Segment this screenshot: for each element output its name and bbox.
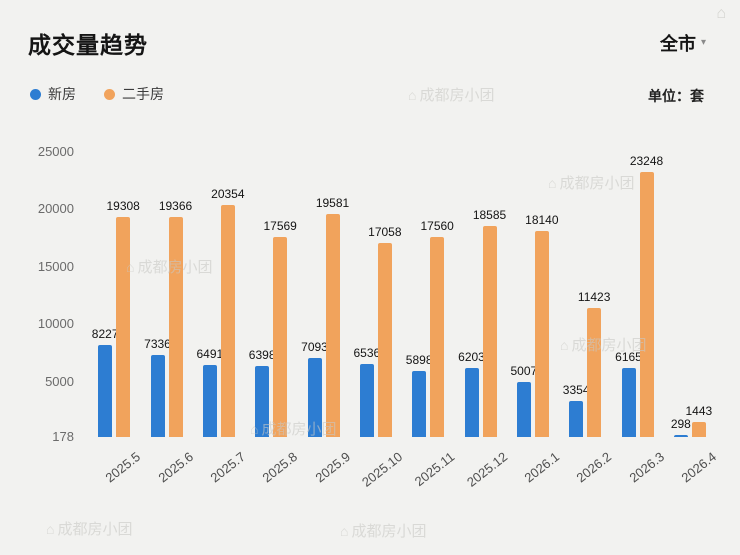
watermark-logo-icon: ⌂ <box>716 5 726 22</box>
new-home-bar[interactable] <box>98 344 113 437</box>
bar-value-label: 11423 <box>577 289 611 304</box>
bar-value-label: 17560 <box>420 219 454 234</box>
bar-value-label: 6398 <box>248 347 276 362</box>
y-axis-tick-label: 178 <box>52 429 74 444</box>
y-axis: 178 5000 10000 15000 20000 25000 <box>0 144 78 444</box>
new-home-bar[interactable] <box>673 435 688 437</box>
x-axis-category-label: 2025.9 <box>312 449 353 486</box>
x-axis-category-label: 2025.11 <box>411 449 458 490</box>
bar-value-label: 6491 <box>196 346 224 361</box>
page-title: 成交量趋势 <box>28 32 148 58</box>
legend-label: 二手房 <box>122 86 164 102</box>
new-home-bar[interactable] <box>202 364 217 437</box>
y-axis-tick-label: 10000 <box>37 316 74 332</box>
bar-value-label: 298 <box>670 417 691 431</box>
bar-value-label: 7093 <box>301 339 328 354</box>
resale-home-bar[interactable] <box>587 307 602 437</box>
bar-value-label: 6536 <box>353 346 381 360</box>
bar-value-label: 18585 <box>472 207 507 222</box>
resale-home-bar[interactable] <box>220 205 235 437</box>
x-axis-category-label: 2025.12 <box>463 449 510 490</box>
legend-dot <box>30 88 41 100</box>
new-home-bar[interactable] <box>255 365 270 437</box>
bar-value-label: 19366 <box>158 198 193 213</box>
watermark-logo-icon: ⌂ <box>340 522 349 539</box>
new-home-bar[interactable] <box>464 367 479 437</box>
legend-dot <box>104 88 115 100</box>
new-home-bar[interactable] <box>412 371 427 437</box>
legend-label: 新房 <box>48 86 76 102</box>
resale-home-bar[interactable] <box>430 237 445 437</box>
bar-value-label: 17058 <box>368 225 402 240</box>
bar-value-label: 20354 <box>211 187 245 202</box>
x-axis-category-label: 2025.6 <box>155 449 196 486</box>
plot-area: 8227 19308 7336 19366 6491 20354 6398 17569 7093… <box>88 152 716 437</box>
x-axis-category-label: 2025.10 <box>358 449 406 490</box>
bar-value-label: 19581 <box>315 196 350 211</box>
resale-home-bar[interactable] <box>116 217 131 437</box>
region-selector-label: 全市 <box>659 34 696 54</box>
unit-label: 单位：套 <box>648 88 704 104</box>
new-home-bar[interactable] <box>150 354 165 437</box>
bar-value-label: 6203 <box>458 349 485 364</box>
bar-value-label: 7336 <box>144 336 171 351</box>
x-axis-category-label: 2025.7 <box>207 449 249 486</box>
bar-value-label: 8227 <box>91 326 119 341</box>
bar-value-label: 5007 <box>510 363 538 378</box>
y-axis-tick-label: 5000 <box>45 373 74 389</box>
x-axis-category-label: 2025.5 <box>102 449 144 486</box>
region-selector[interactable]: 全市 ▾ <box>660 30 706 56</box>
resale-home-bar[interactable] <box>534 230 549 437</box>
bar-chart: 178 5000 10000 15000 20000 25000 8227 19308 733… <box>0 138 740 518</box>
chevron-down-icon: ▾ <box>700 37 706 48</box>
bar-value-label: 23248 <box>629 154 664 169</box>
bar-value-label: 6165 <box>615 350 642 365</box>
resale-home-bar[interactable] <box>482 225 497 437</box>
watermark-logo-icon: ⌂ <box>408 86 417 103</box>
new-home-bar[interactable] <box>516 381 531 437</box>
x-axis-category-label: 2026.3 <box>626 449 667 486</box>
bar-value-label: 19308 <box>106 199 140 214</box>
new-home-bar[interactable] <box>359 364 374 437</box>
resale-home-bar[interactable] <box>377 243 392 437</box>
y-axis-tick-label: 15000 <box>37 258 74 274</box>
watermark: ⌂ 成都房小团 <box>408 86 495 105</box>
legend-item-new-homes[interactable]: 新房 <box>30 84 76 104</box>
bar-value-label: 3354 <box>562 382 590 397</box>
x-axis-category-label: 2026.1 <box>521 449 563 486</box>
legend-item-resale-homes[interactable]: 二手房 <box>104 84 164 104</box>
new-home-bar[interactable] <box>621 368 636 437</box>
x-axis-category-label: 2026.2 <box>573 449 615 486</box>
resale-home-bar[interactable] <box>325 214 340 437</box>
resale-home-bar[interactable] <box>168 216 183 437</box>
resale-home-bar[interactable] <box>273 237 288 437</box>
bar-value-label: 1443 <box>685 404 713 419</box>
watermark-logo-icon: ⌂ <box>46 520 55 537</box>
watermark: ⌂ 成都房小团 <box>46 520 133 539</box>
x-axis-category-label: 2026.4 <box>678 449 720 486</box>
bar-value-label: 5898 <box>405 353 433 368</box>
bar-value-label: 17569 <box>263 219 297 234</box>
y-axis-tick-label: 20000 <box>37 201 74 217</box>
resale-home-bar[interactable] <box>691 422 706 437</box>
bar-value-label: 18140 <box>525 212 559 227</box>
new-home-bar[interactable] <box>569 400 584 437</box>
x-axis: 2025.5 2025.6 2025.7 2025.8 2025.9 2025.10 202… <box>88 439 719 514</box>
x-axis-category-label: 2025.8 <box>259 449 301 486</box>
resale-home-bar[interactable] <box>639 172 654 437</box>
watermark: ⌂ 成都房小团 <box>340 522 427 541</box>
chart-legend: 新房 二手房 <box>30 84 164 104</box>
new-home-bar[interactable] <box>307 357 322 437</box>
y-axis-tick-label: 25000 <box>37 144 74 159</box>
